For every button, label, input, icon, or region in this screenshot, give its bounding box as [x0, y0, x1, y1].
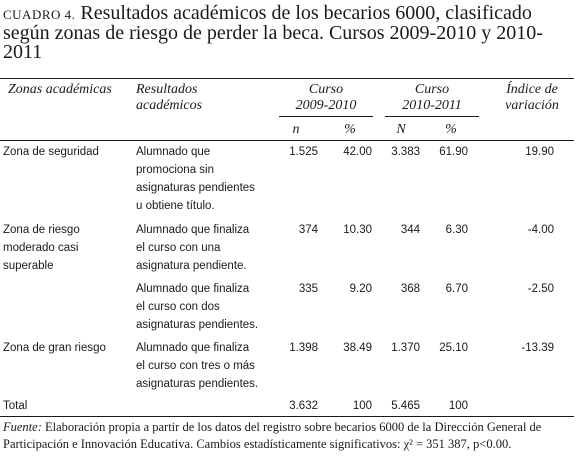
resultado-line: asignaturas pendientes.: [136, 319, 259, 331]
resultado-line: u obtiene título.: [136, 200, 215, 212]
caption-label: CUADRO 4.: [3, 7, 76, 22]
header-zonas: Zonas académicas: [8, 82, 112, 97]
indice-cell: -4.00: [527, 224, 554, 236]
caption-title: Resultados académicos de los becarios 60…: [3, 2, 543, 63]
resultado-line: asignatura pendiente.: [136, 260, 247, 272]
pct2-cell: 61.90: [439, 146, 468, 158]
header-bottom-rule: [0, 140, 574, 141]
header-n2: N: [396, 122, 406, 137]
footnote-line2: Participación e Innovación Educativa. Ca…: [3, 437, 512, 451]
resultado-line: el curso con tres o más: [136, 360, 255, 372]
header-indice-line2: variación: [505, 98, 559, 113]
header-n1: n: [292, 122, 300, 137]
total-label: Total: [3, 400, 28, 412]
resultado-cell: Alumnado que finaliza el curso con dos a…: [136, 280, 276, 334]
source-footnote: Fuente: Elaboración propia a partir de l…: [3, 419, 575, 453]
header-curso2-line1: Curso: [414, 82, 450, 97]
header-curso1-line2: 2009-2010: [295, 98, 357, 113]
header-indice-line1: Índice de: [506, 82, 558, 97]
n2-cell: 344: [400, 224, 420, 236]
zona-cell: superable: [3, 260, 54, 272]
header-curso1-line1: Curso: [308, 82, 344, 97]
zona-cell: Zona de riesgo: [3, 224, 80, 236]
table-row: Zona de gran riesgo: [3, 339, 133, 357]
resultado-line: asignaturas pendientes.: [136, 378, 259, 390]
indice-cell: 19.90: [525, 146, 554, 158]
resultado-line: Alumnado que finaliza: [136, 224, 250, 236]
header-resultados-line2: académicos: [136, 98, 203, 113]
resultado-line: Alumnado que finaliza: [136, 283, 250, 295]
header-resultados-line1: Resultados: [136, 82, 198, 97]
resultado-line: el curso con una: [136, 242, 221, 254]
n1-cell: 1.525: [289, 146, 318, 158]
zona-cell: Zona de gran riesgo: [3, 342, 106, 354]
header-curso2-line2: 2010-2011: [402, 98, 462, 113]
zona-cell: Zona de seguridad: [3, 146, 99, 158]
pct2-cell: 25.10: [439, 342, 468, 354]
resultado-cell: Alumnado que promociona sin asignaturas …: [136, 143, 276, 215]
n1-cell: 335: [298, 283, 318, 295]
footnote-line1: Fuente: Elaboración propia a partir de l…: [3, 419, 575, 436]
n2-cell: 1.370: [391, 342, 420, 354]
n1-cell: 1.398: [289, 342, 318, 354]
total-pct2: 100: [448, 400, 468, 412]
resultado-cell: Alumnado que finaliza el curso con una a…: [136, 221, 276, 275]
header-top-rule: [0, 78, 574, 79]
curso2-underline: [385, 116, 479, 117]
n2-cell: 368: [400, 283, 420, 295]
pct1-cell: 9.20: [349, 283, 372, 295]
footnote-label: Fuente:: [3, 420, 42, 434]
resultado-line: asignaturas pendientes: [136, 182, 255, 194]
n1-cell: 374: [298, 224, 318, 236]
resultado-cell: Alumnado que finaliza el curso con tres …: [136, 339, 276, 393]
total-n2: 5.465: [391, 400, 420, 412]
resultado-line: el curso con dos: [136, 301, 220, 313]
pct1-cell: 42.00: [343, 146, 372, 158]
header-pct1: %: [344, 122, 356, 137]
zona-cell: moderado casi: [3, 242, 79, 254]
curso1-underline: [279, 116, 373, 117]
total-n1: 3.632: [289, 400, 318, 412]
resultado-line: Alumnado que: [136, 146, 211, 158]
table-bottom-rule: [0, 416, 574, 417]
footnote-text1: Elaboración propia a partir de los datos…: [41, 420, 542, 434]
pct2-cell: 6.30: [445, 224, 468, 236]
resultado-line: promociona sin: [136, 164, 214, 176]
table-row: Zona de seguridad: [3, 143, 133, 161]
pct1-cell: 38.49: [343, 342, 372, 354]
pct1-cell: 10.30: [343, 224, 372, 236]
resultado-line: Alumnado que finaliza: [136, 342, 250, 354]
table-caption: CUADRO 4. Resultados académicos de los b…: [3, 2, 573, 63]
table-row: Zona de riesgo moderado casi superable: [3, 221, 133, 275]
total-pct1: 100: [352, 400, 372, 412]
header-pct2: %: [445, 122, 457, 137]
indice-cell: -13.39: [521, 342, 554, 354]
pct2-cell: 6.70: [445, 283, 468, 295]
indice-cell: -2.50: [527, 283, 554, 295]
n2-cell: 3.383: [391, 146, 420, 158]
